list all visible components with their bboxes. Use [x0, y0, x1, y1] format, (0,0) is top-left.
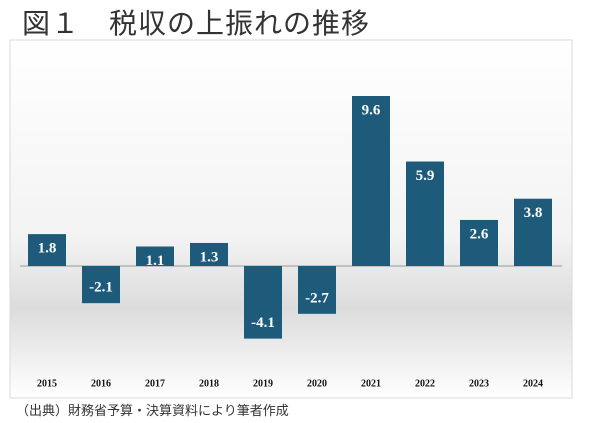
x-tick-label: 2019 — [253, 378, 273, 389]
bar — [514, 198, 552, 266]
value-label: 9.6 — [362, 102, 381, 118]
value-label: -2.7 — [305, 290, 329, 306]
source-note: （出典）財務省予算・決算資料により筆者作成 — [16, 404, 289, 419]
bar — [136, 246, 174, 266]
value-label: -2.1 — [89, 280, 113, 296]
x-tick-label: 2023 — [469, 378, 489, 389]
chart-title: 図１ 税収の上振れの推移 — [22, 7, 371, 40]
x-tick-label: 2021 — [361, 378, 381, 389]
bar — [406, 161, 444, 266]
value-label: -4.1 — [251, 315, 275, 331]
bar — [190, 242, 228, 266]
x-tick-label: 2016 — [91, 378, 111, 389]
value-label: 1.8 — [38, 241, 57, 257]
bar — [460, 219, 498, 266]
bar — [82, 266, 120, 304]
value-label: 5.9 — [416, 168, 435, 184]
x-tick-label: 2020 — [307, 378, 327, 389]
value-label: 1.1 — [146, 253, 165, 269]
bar — [352, 96, 390, 266]
bar — [28, 234, 66, 266]
x-tick-label: 2017 — [145, 378, 165, 389]
x-tick-label: 2024 — [523, 378, 543, 389]
bar — [244, 266, 282, 339]
value-label: 3.8 — [524, 205, 543, 221]
value-label: 2.6 — [470, 226, 489, 242]
x-tick-label: 2018 — [199, 378, 219, 389]
x-tick-label: 2022 — [415, 378, 435, 389]
plot-area — [9, 39, 573, 399]
bar — [298, 266, 336, 314]
value-label: 1.3 — [200, 249, 219, 265]
x-tick-label: 2015 — [37, 378, 57, 389]
